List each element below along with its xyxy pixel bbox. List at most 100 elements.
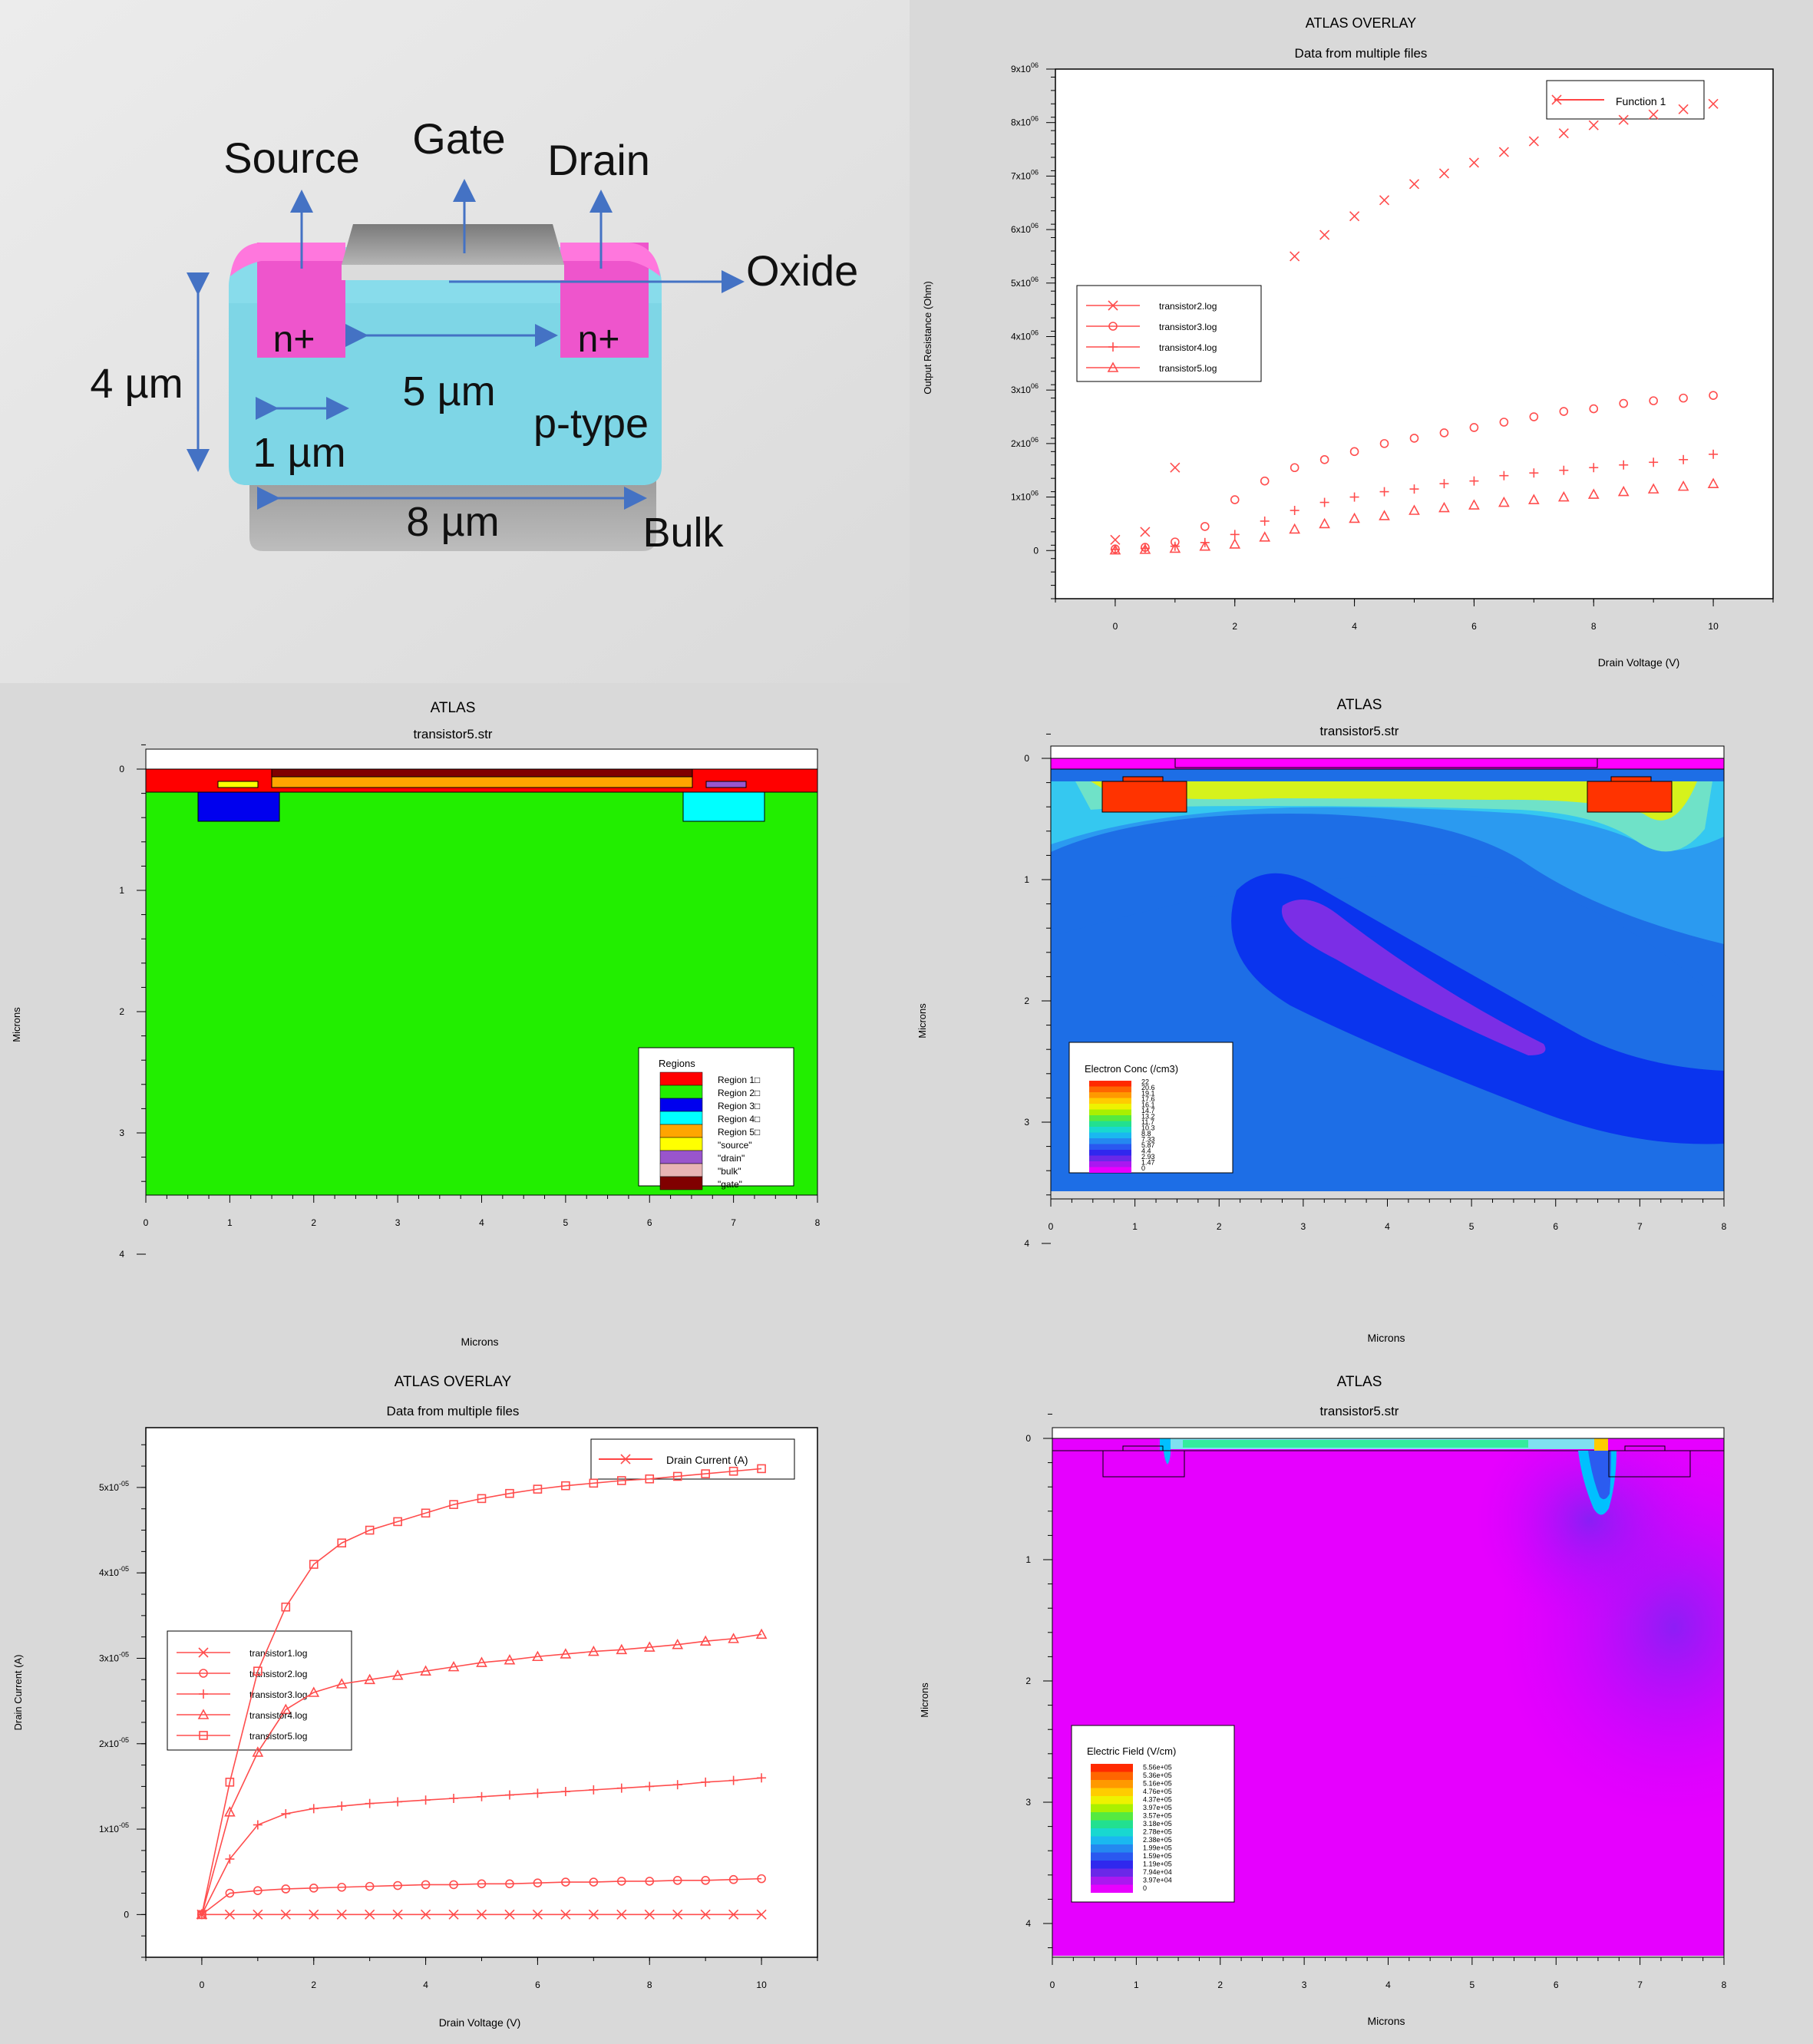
tick-label: 6	[1554, 1980, 1559, 1990]
data-point	[1499, 471, 1509, 480]
data-point	[365, 1798, 375, 1808]
tick-label: 1	[227, 1217, 233, 1228]
tick-label: 9x1006	[1011, 61, 1039, 74]
air-region	[1052, 1427, 1725, 1439]
scale-swatch	[1089, 1115, 1131, 1121]
data-point	[1259, 531, 1271, 542]
data-point	[1108, 300, 1118, 311]
data-point	[1349, 211, 1360, 222]
legend-swatch	[659, 1163, 703, 1177]
data-point	[1379, 510, 1390, 520]
data-point	[449, 1880, 458, 1890]
contact-dimension-label: 1 µm	[253, 430, 345, 476]
data-point	[616, 1476, 626, 1485]
tick-label: 4	[1385, 1980, 1391, 1990]
data-point	[391, 1669, 404, 1680]
scale-swatch	[1091, 1828, 1133, 1837]
data-point	[393, 1517, 402, 1527]
data-point	[252, 1746, 264, 1757]
source-contact	[217, 781, 259, 788]
tick-label: 2	[311, 1217, 316, 1228]
scale-label: 8.8	[1141, 1130, 1151, 1138]
y-axis-label: Output Resistance (Ohm)	[922, 281, 933, 394]
scale-label: 11.7	[1141, 1118, 1154, 1126]
data-point	[1499, 418, 1509, 427]
data-point	[1319, 497, 1329, 507]
field-legend-title: Electric Field (V/cm)	[1087, 1745, 1176, 1757]
scale-swatch	[1091, 1868, 1133, 1877]
scale-label: 4.76e+05	[1143, 1788, 1172, 1795]
data-point	[616, 1909, 627, 1920]
data-point	[560, 1909, 571, 1920]
legend-label: transistor4.log	[1159, 342, 1217, 353]
data-point	[1529, 412, 1539, 421]
scale-label: 1.47	[1141, 1159, 1155, 1167]
y-axis-label: Drain Current (A)	[12, 1655, 24, 1731]
scale-swatch	[1091, 1836, 1133, 1844]
data-point	[1559, 465, 1569, 475]
scale-label: 3.97e+04	[1143, 1877, 1172, 1884]
tick-label: 2x1006	[1011, 436, 1039, 449]
data-point	[1409, 484, 1419, 494]
data-point	[643, 1641, 656, 1652]
tick-label: 0	[119, 764, 124, 774]
data-point	[225, 1888, 235, 1898]
x-axis-label: Microns	[1367, 1332, 1405, 1344]
data-point	[253, 1909, 263, 1920]
data-point	[645, 1474, 655, 1484]
data-point	[589, 1478, 599, 1488]
legend-swatch	[659, 1137, 703, 1151]
data-point	[757, 1874, 766, 1884]
scale-swatch	[1089, 1150, 1131, 1156]
legend-swatch	[659, 1176, 703, 1190]
data-point	[1139, 543, 1151, 554]
data-point	[1289, 523, 1301, 534]
tick-label: 1	[1025, 1554, 1031, 1565]
data-point	[337, 1801, 347, 1811]
data-point	[1170, 462, 1181, 473]
data-point	[699, 1635, 712, 1646]
data-point	[756, 1909, 767, 1920]
data-point	[280, 1909, 291, 1920]
data-point	[447, 1660, 460, 1672]
data-point	[672, 1876, 682, 1885]
tick-label: 3	[119, 1128, 124, 1138]
data-point	[561, 1481, 570, 1491]
data-point	[504, 1909, 515, 1920]
tick-label: 4	[479, 1217, 484, 1228]
data-point	[309, 1884, 319, 1893]
data-point	[1110, 534, 1121, 545]
data-point	[1108, 342, 1118, 352]
tick-label: 3	[395, 1217, 401, 1228]
data-point	[532, 1650, 543, 1662]
data-point	[1647, 483, 1659, 494]
region-2-substrate	[145, 768, 818, 1196]
data-point	[533, 1878, 543, 1887]
data-point	[1349, 512, 1360, 523]
scale-label: 5.56e+05	[1143, 1764, 1172, 1772]
current-chart-panel: ATLAS OVERLAY Data from multiple files D…	[0, 1351, 906, 2040]
scale-swatch	[1091, 1764, 1133, 1772]
data-point	[504, 1790, 514, 1800]
tick-label: 4	[423, 1980, 428, 1990]
scale-swatch	[1089, 1092, 1131, 1098]
data-point	[199, 1689, 208, 1699]
data-point	[1617, 485, 1630, 497]
scale-label: 5.87	[1141, 1141, 1155, 1149]
tick-label: 0	[124, 1909, 129, 1920]
data-point	[561, 1877, 570, 1887]
legend-label: "gate"	[718, 1179, 742, 1190]
tick-label: 0	[1113, 621, 1118, 632]
n-plus-left-label: n+	[273, 319, 315, 360]
data-point	[393, 1797, 403, 1807]
scale-label: 0	[1143, 1884, 1147, 1892]
tick-label: 2	[1232, 621, 1237, 632]
tick-label: 4	[1024, 1238, 1029, 1249]
tick-label: 2	[1025, 1676, 1031, 1686]
scale-swatch	[1089, 1132, 1131, 1138]
data-point	[365, 1909, 375, 1920]
data-point	[477, 1879, 487, 1889]
tick-label: 0	[1025, 1433, 1031, 1444]
tick-label: 10	[756, 1980, 767, 1990]
gate-block	[342, 224, 564, 265]
